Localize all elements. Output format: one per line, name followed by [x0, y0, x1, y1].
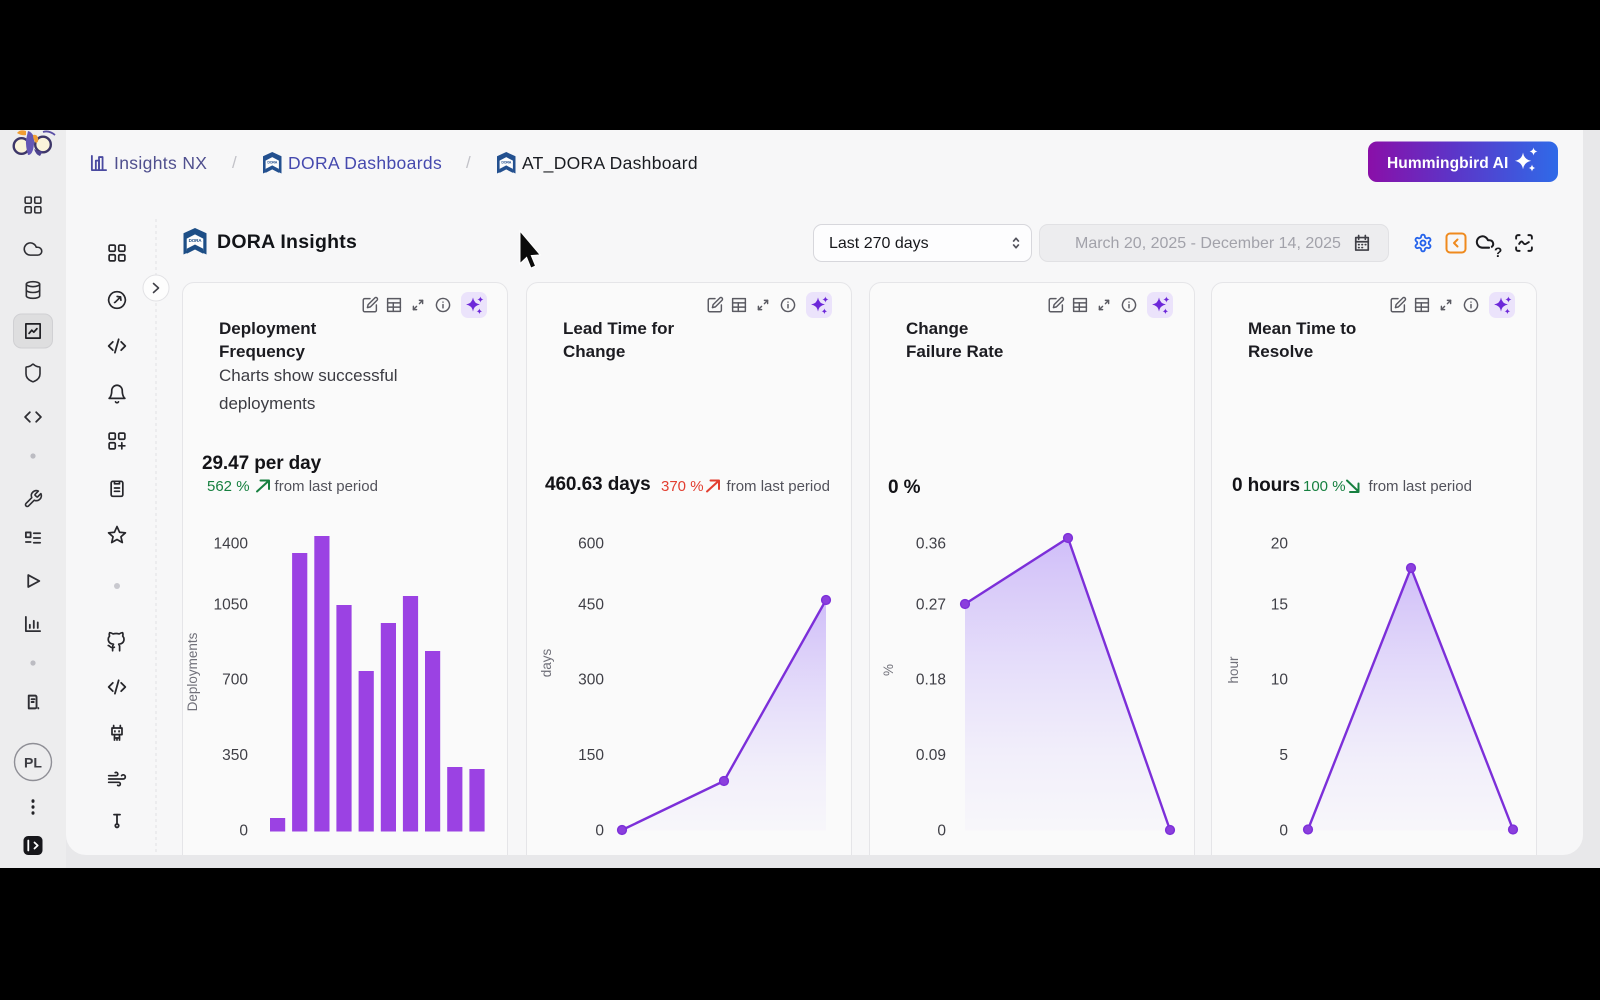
- svg-text:300: 300: [578, 672, 604, 689]
- svg-text:0: 0: [239, 823, 248, 840]
- svg-text:Deployments: Deployments: [185, 632, 200, 711]
- svg-text:1400: 1400: [214, 536, 249, 553]
- svg-text:0: 0: [595, 823, 604, 840]
- svg-text:0.27: 0.27: [916, 597, 946, 614]
- svg-text:DORA: DORA: [501, 160, 511, 164]
- svg-text:0.18: 0.18: [916, 672, 946, 689]
- svg-text:0: 0: [1279, 823, 1288, 840]
- svg-text:%: %: [881, 664, 896, 676]
- svg-text:15: 15: [1271, 597, 1288, 614]
- svg-text:0.36: 0.36: [916, 536, 946, 553]
- svg-text:?: ?: [1494, 245, 1502, 260]
- svg-text:600: 600: [578, 536, 604, 553]
- svg-text:0: 0: [937, 823, 946, 840]
- svg-text:days: days: [539, 648, 554, 677]
- svg-text:5: 5: [1279, 747, 1288, 764]
- svg-text:DORA: DORA: [267, 160, 277, 164]
- svg-text:DORA: DORA: [189, 238, 203, 243]
- svg-text:0.09: 0.09: [916, 747, 946, 764]
- svg-text:150: 150: [578, 747, 604, 764]
- svg-text:Hummingbird AI: Hummingbird AI: [1387, 155, 1508, 172]
- svg-text:700: 700: [222, 672, 248, 689]
- svg-text:20: 20: [1271, 536, 1289, 553]
- svg-text:1050: 1050: [214, 597, 249, 614]
- svg-text:10: 10: [1271, 672, 1289, 689]
- svg-text:PL: PL: [24, 755, 42, 771]
- svg-text:350: 350: [222, 747, 248, 764]
- svg-text:450: 450: [578, 597, 604, 614]
- svg-text:hour: hour: [1226, 656, 1241, 684]
